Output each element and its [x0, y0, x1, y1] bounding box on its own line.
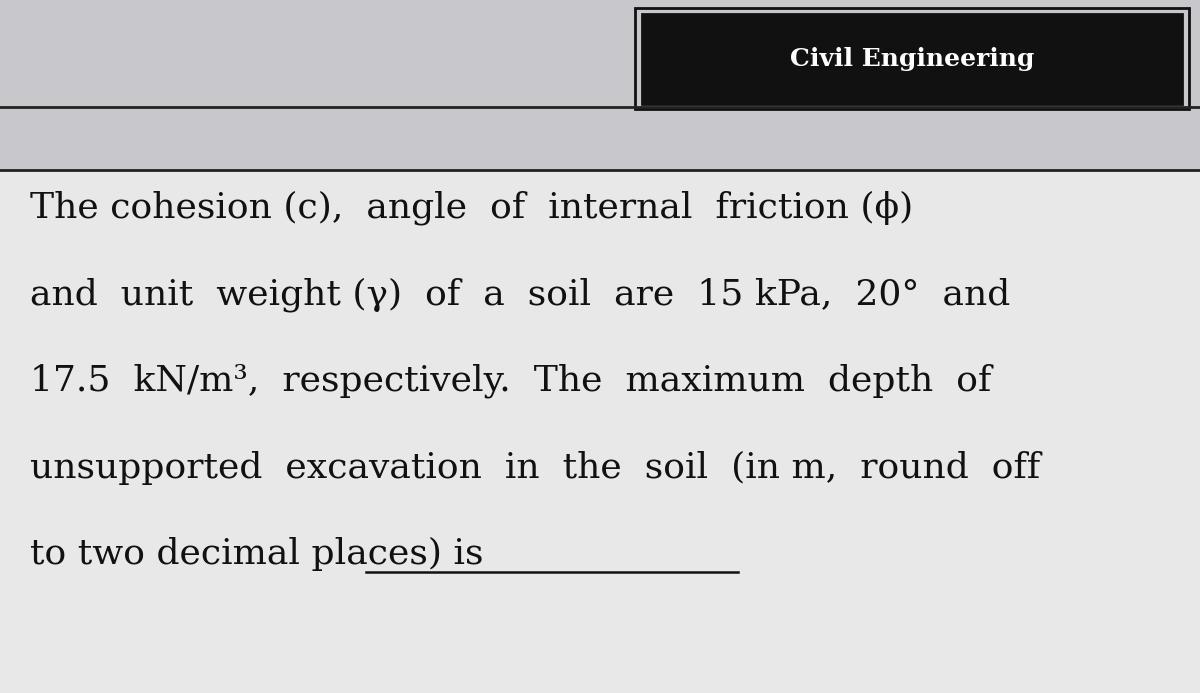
Text: to two decimal places) is: to two decimal places) is: [30, 537, 484, 572]
Bar: [635, 8, 1189, 109]
Text: Civil Engineering: Civil Engineering: [790, 47, 1034, 71]
Text: and  unit  weight (γ)  of  a  soil  are  15 kPa,  20°  and: and unit weight (γ) of a soil are 15 kPa…: [30, 277, 1010, 312]
Bar: [642, 14, 1182, 104]
Text: The cohesion (c),  angle  of  internal  friction (ϕ): The cohesion (c), angle of internal fric…: [30, 191, 913, 225]
Text: unsupported  excavation  in  the  soil  (in m,  round  off: unsupported excavation in the soil (in m…: [30, 450, 1040, 485]
Bar: [0, 170, 1200, 693]
Text: 17.5  kN/m³,  respectively.  The  maximum  depth  of: 17.5 kN/m³, respectively. The maximum de…: [30, 364, 991, 398]
